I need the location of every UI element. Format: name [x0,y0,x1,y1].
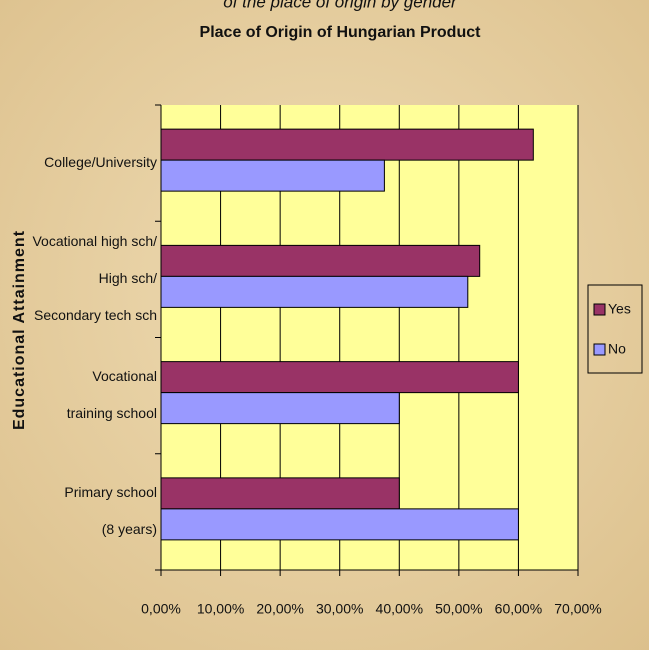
x-tick-label: 20,00% [256,601,303,617]
subtitle: of the place of origin by gender [223,0,458,11]
x-tick-label: 0,00% [141,601,181,617]
y-tick-label: Secondary tech sch [34,307,157,323]
bar [160,159,385,192]
legend-swatch [593,303,606,316]
x-tick-label: 10,00% [197,601,244,617]
bar [160,508,519,541]
x-tick-label: 50,00% [435,601,482,617]
legend-swatch [593,343,606,356]
y-tick-label: (8 years) [102,521,157,537]
bar [160,244,481,277]
x-tick-label: 60,00% [495,601,542,617]
y-tick-label: Vocational high sch/ [32,233,157,249]
y-tick-label: Primary school [64,484,157,500]
y-tick-label: College/University [44,154,157,170]
legend-box [587,284,643,374]
bar [160,128,534,161]
y-tick-label: High sch/ [99,270,157,286]
y-axis-label: Educational Attainment [11,230,28,430]
bar [160,477,400,510]
y-tick-label: Vocational [92,368,157,384]
bar [160,361,519,394]
legend-label: No [608,341,626,357]
chart-title: Place of Origin of Hungarian Product [200,24,482,41]
y-tick-label: training school [67,405,157,421]
x-tick-label: 30,00% [316,601,363,617]
x-tick-label: 70,00% [554,601,601,617]
bar [160,275,469,308]
bar [160,392,400,425]
x-tick-label: 40,00% [376,601,423,617]
legend-label: Yes [608,301,631,317]
